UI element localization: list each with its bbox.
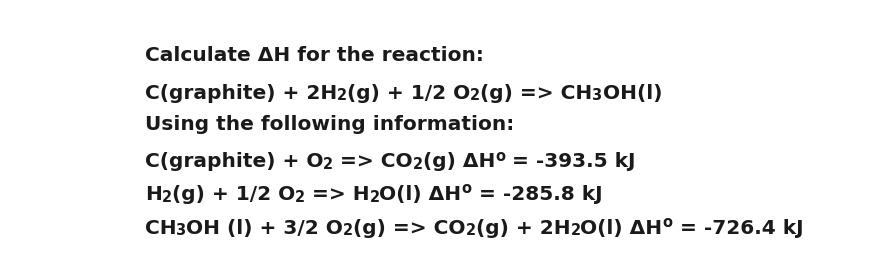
Text: 2: 2 xyxy=(470,88,480,103)
Text: => CO: => CO xyxy=(334,152,413,171)
Text: C(graphite) + O: C(graphite) + O xyxy=(145,152,323,171)
Text: (g) + 1/2 O: (g) + 1/2 O xyxy=(171,185,295,204)
Text: O(l) ΔH: O(l) ΔH xyxy=(379,185,461,204)
Text: 2: 2 xyxy=(570,223,581,238)
Text: 2: 2 xyxy=(369,190,379,205)
Text: 2: 2 xyxy=(295,190,305,205)
Text: 2: 2 xyxy=(466,223,475,238)
Text: CH: CH xyxy=(145,219,177,238)
Text: (g) + 2H: (g) + 2H xyxy=(475,219,570,238)
Text: o: o xyxy=(663,215,673,230)
Text: 3: 3 xyxy=(177,223,186,238)
Text: 2: 2 xyxy=(413,157,423,172)
Text: (g) ΔH: (g) ΔH xyxy=(423,152,495,171)
Text: (g) + 1/2 O: (g) + 1/2 O xyxy=(347,84,470,102)
Text: O(l) ΔH: O(l) ΔH xyxy=(581,219,663,238)
Text: 3: 3 xyxy=(592,88,603,103)
Text: 2: 2 xyxy=(337,88,347,103)
Text: C(graphite) + 2H: C(graphite) + 2H xyxy=(145,84,337,102)
Text: (g) => CH: (g) => CH xyxy=(480,84,592,102)
Text: = -393.5 kJ: = -393.5 kJ xyxy=(505,152,636,171)
Text: 2: 2 xyxy=(161,190,171,205)
Text: 2: 2 xyxy=(323,157,334,172)
Text: Using the following information:: Using the following information: xyxy=(145,115,514,134)
Text: H: H xyxy=(145,185,161,204)
Text: o: o xyxy=(495,149,505,164)
Text: = -285.8 kJ: = -285.8 kJ xyxy=(472,185,602,204)
Text: o: o xyxy=(461,181,472,196)
Text: Calculate ΔH for the reaction:: Calculate ΔH for the reaction: xyxy=(145,45,483,65)
Text: OH (l) + 3/2 O: OH (l) + 3/2 O xyxy=(186,219,343,238)
Text: => H: => H xyxy=(305,185,369,204)
Text: 2: 2 xyxy=(343,223,353,238)
Text: (g) => CO: (g) => CO xyxy=(353,219,466,238)
Text: = -726.4 kJ: = -726.4 kJ xyxy=(673,219,803,238)
Text: OH(l): OH(l) xyxy=(603,84,662,102)
